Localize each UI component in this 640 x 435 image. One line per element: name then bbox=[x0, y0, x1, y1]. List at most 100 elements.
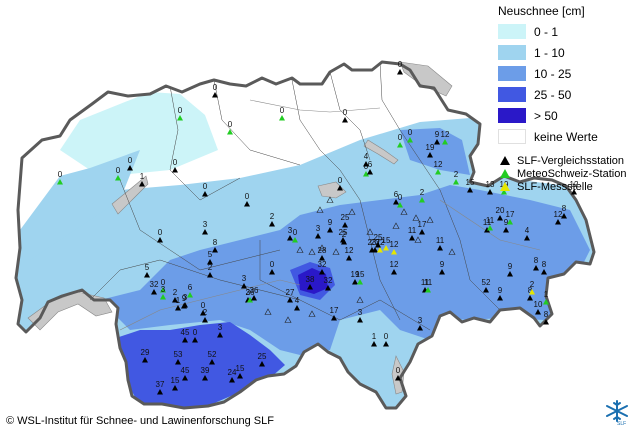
station-value: 25 bbox=[341, 213, 350, 222]
station-value: 8 bbox=[534, 256, 539, 265]
station-marker bbox=[391, 249, 397, 255]
station-value: 0 bbox=[293, 228, 298, 237]
station-value: 13 bbox=[486, 180, 495, 189]
station-value: 0 bbox=[161, 278, 166, 287]
station-marker bbox=[307, 284, 313, 290]
station-value: 3 bbox=[288, 226, 293, 235]
station-marker bbox=[417, 325, 423, 331]
station-value: 36 bbox=[250, 286, 259, 295]
station-value: 0 bbox=[396, 366, 401, 375]
station-value: 5 bbox=[145, 263, 150, 272]
station-value: 0 bbox=[270, 260, 275, 269]
station-value: 0 bbox=[178, 106, 183, 115]
station-marker bbox=[160, 287, 166, 293]
station-marker-open bbox=[366, 228, 374, 235]
station-value: 0 bbox=[343, 108, 348, 117]
logo-text: SLF bbox=[617, 421, 627, 427]
station-value: 2 bbox=[454, 170, 459, 179]
station-marker-open bbox=[392, 222, 400, 229]
station-marker bbox=[200, 310, 206, 316]
station-marker bbox=[175, 359, 181, 365]
station-marker bbox=[327, 227, 333, 233]
station-marker bbox=[397, 142, 403, 148]
station-marker bbox=[209, 359, 215, 365]
station-marker bbox=[192, 337, 198, 343]
station-marker bbox=[393, 199, 399, 205]
station-marker bbox=[507, 271, 513, 277]
station-marker bbox=[181, 303, 187, 309]
station-marker bbox=[535, 309, 541, 315]
station-value: 12 bbox=[345, 246, 354, 255]
station-value: 38 bbox=[306, 275, 315, 284]
station-value: 0 bbox=[193, 328, 198, 337]
station-marker bbox=[367, 169, 373, 175]
legend-swatch bbox=[498, 24, 526, 39]
station-value: 0 bbox=[245, 192, 250, 201]
station-marker bbox=[217, 332, 223, 338]
station-marker bbox=[319, 255, 325, 261]
station-value: 11 bbox=[424, 278, 433, 287]
station-marker bbox=[409, 235, 415, 241]
lake-constance bbox=[399, 61, 453, 97]
station-marker bbox=[439, 269, 445, 275]
station-value: 0 bbox=[201, 301, 206, 310]
station-marker bbox=[160, 294, 166, 300]
station-marker bbox=[543, 319, 549, 325]
legend-swatch bbox=[498, 108, 526, 123]
station-marker bbox=[279, 115, 285, 121]
station-value: 1 bbox=[544, 290, 549, 299]
station-value: 15 bbox=[466, 178, 475, 187]
station-marker bbox=[524, 235, 530, 241]
station-marker bbox=[202, 317, 208, 323]
station-marker bbox=[315, 233, 321, 239]
station-marker bbox=[139, 181, 145, 187]
legend-class: 25 - 50 bbox=[498, 85, 638, 104]
station-value: 0 bbox=[116, 166, 121, 175]
station-marker bbox=[487, 225, 493, 231]
country-border bbox=[14, 60, 596, 410]
station-value: 19 bbox=[426, 143, 435, 152]
station-value: 6 bbox=[368, 160, 373, 169]
zone-1-10-west bbox=[20, 150, 140, 260]
station-value: 32 bbox=[318, 260, 327, 269]
station-marker bbox=[371, 341, 377, 347]
rivers bbox=[119, 99, 541, 331]
station-value: 11 bbox=[483, 218, 492, 227]
station-value: 10 bbox=[534, 300, 543, 309]
legend-classes: 0 - 1 1 - 10 10 - 25 25 - 50 > 50 keine … bbox=[498, 22, 638, 146]
station-value: 25 bbox=[339, 228, 348, 237]
legend-station: SLF-Vergleichsstation bbox=[498, 154, 638, 167]
station-value: 2 bbox=[530, 280, 535, 289]
station-marker bbox=[369, 247, 375, 253]
station-marker bbox=[269, 221, 275, 227]
station-marker bbox=[397, 69, 403, 75]
station-marker bbox=[151, 289, 157, 295]
legend-title: Neuschnee [cm] bbox=[498, 4, 585, 18]
zone-25-50 bbox=[110, 322, 285, 408]
legend-class: > 50 bbox=[498, 106, 638, 125]
station-marker bbox=[294, 305, 300, 311]
station-value: 37 bbox=[156, 380, 165, 389]
station-marker bbox=[346, 255, 352, 261]
station-value: 0 bbox=[213, 83, 218, 92]
station-marker bbox=[425, 287, 431, 293]
station-marker-open bbox=[400, 208, 408, 215]
station-marker-open bbox=[326, 196, 334, 203]
station-value: 0 bbox=[128, 156, 133, 165]
station-marker bbox=[383, 341, 389, 347]
station-marker bbox=[287, 235, 293, 241]
station-marker bbox=[342, 222, 348, 228]
lake-zurich bbox=[363, 139, 399, 165]
station-value: 3 bbox=[218, 323, 223, 332]
station-marker bbox=[357, 317, 363, 323]
station-marker bbox=[115, 175, 121, 181]
station-value: 2 bbox=[203, 308, 208, 317]
legend-station: SLF-Messstelle bbox=[498, 180, 638, 193]
station-value: 0 bbox=[408, 128, 413, 137]
station-marker bbox=[419, 197, 425, 203]
station-marker bbox=[227, 129, 233, 135]
legend-station: MeteoSchweiz-Station bbox=[498, 167, 638, 180]
station-marker bbox=[269, 269, 275, 275]
station-marker bbox=[172, 385, 178, 391]
station-value: 0 bbox=[280, 106, 285, 115]
